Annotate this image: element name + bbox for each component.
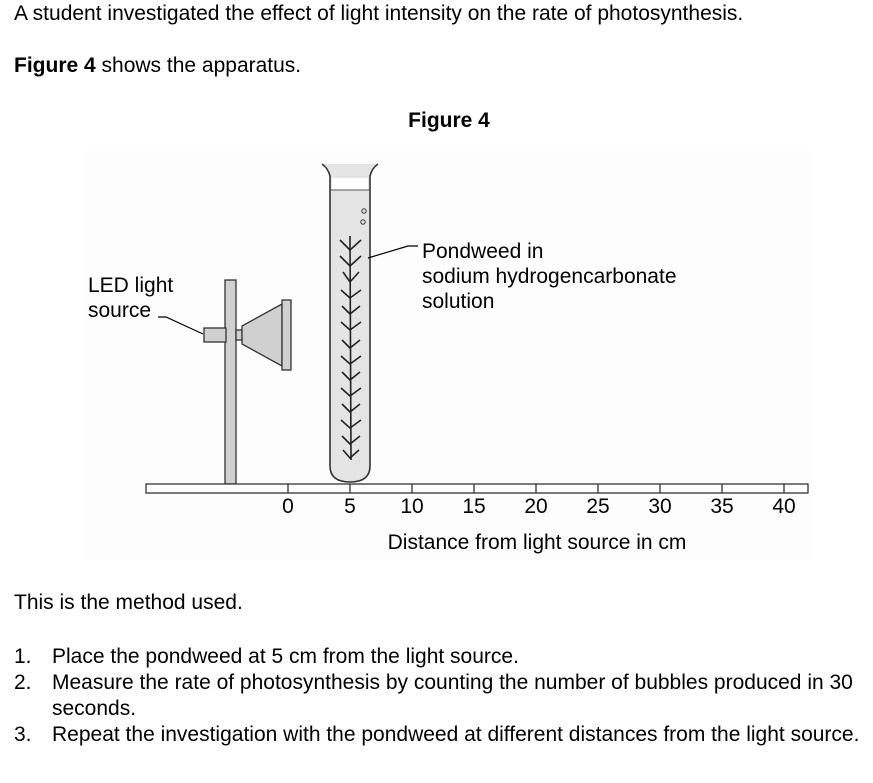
ruler-tick-label: 15 bbox=[462, 495, 485, 518]
ruler-tick-label: 40 bbox=[772, 495, 795, 518]
led-label-leader bbox=[158, 316, 204, 335]
method-step: 2. Measure the rate of photosynthesis by… bbox=[14, 670, 873, 722]
pondweed-label-line3: solution bbox=[422, 290, 494, 313]
figure-panel bbox=[84, 150, 812, 560]
ruler-tick-label: 30 bbox=[648, 495, 671, 518]
oxygen-bubble bbox=[360, 219, 366, 225]
clamp-stand-rod bbox=[224, 279, 237, 485]
figure-reference-bold: Figure 4 bbox=[14, 54, 96, 77]
figure-reference-rest: shows the apparatus. bbox=[95, 54, 302, 77]
ruler-tick-label: 0 bbox=[282, 495, 294, 518]
method-step-number: 3. bbox=[14, 723, 32, 746]
oxygen-bubble bbox=[361, 208, 367, 214]
ruler-tick-label: 20 bbox=[524, 495, 547, 518]
figure-title: Figure 4 bbox=[408, 109, 490, 132]
figure-reference: Figure 4 shows the apparatus. bbox=[14, 54, 301, 78]
ruler-tick-label: 5 bbox=[344, 495, 356, 518]
ruler-tick-label: 10 bbox=[400, 495, 423, 518]
method-step-number: 2. bbox=[14, 671, 32, 694]
pondweed bbox=[339, 235, 362, 461]
led-label-line1: LED light bbox=[88, 274, 173, 297]
ruler-tick-label: 35 bbox=[710, 495, 733, 518]
question-intro: A student investigated the effect of lig… bbox=[14, 2, 744, 25]
method-step-text: Measure the rate of photosynthesis by co… bbox=[52, 671, 853, 720]
method-step: 3. Repeat the investigation with the pon… bbox=[14, 722, 873, 748]
method-step: 1. Place the pondweed at 5 cm from the l… bbox=[14, 644, 873, 670]
pondweed-label-leader bbox=[367, 245, 418, 259]
method-intro: This is the method used. bbox=[14, 591, 243, 614]
pondweed-label-line2: sodium hydrogencarbonate bbox=[422, 265, 677, 288]
led-label-line2: source bbox=[88, 299, 151, 322]
pondweed-label-line1: Pondweed in bbox=[422, 240, 543, 263]
method-step-number: 1. bbox=[14, 645, 32, 668]
led-light-source bbox=[203, 299, 292, 371]
method-step-text: Repeat the investigation with the pondwe… bbox=[52, 723, 860, 746]
ruler-axis-label: Distance from light source in cm bbox=[388, 531, 687, 554]
method-steps: 1. Place the pondweed at 5 cm from the l… bbox=[14, 644, 873, 748]
ruler-ticks bbox=[287, 484, 785, 493]
ruler-bench bbox=[145, 483, 809, 494]
ruler-tick-label: 25 bbox=[586, 495, 609, 518]
method-step-text: Place the pondweed at 5 cm from the ligh… bbox=[52, 645, 519, 668]
apparatus-figure: Figure 4 LED light source bbox=[84, 109, 812, 560]
